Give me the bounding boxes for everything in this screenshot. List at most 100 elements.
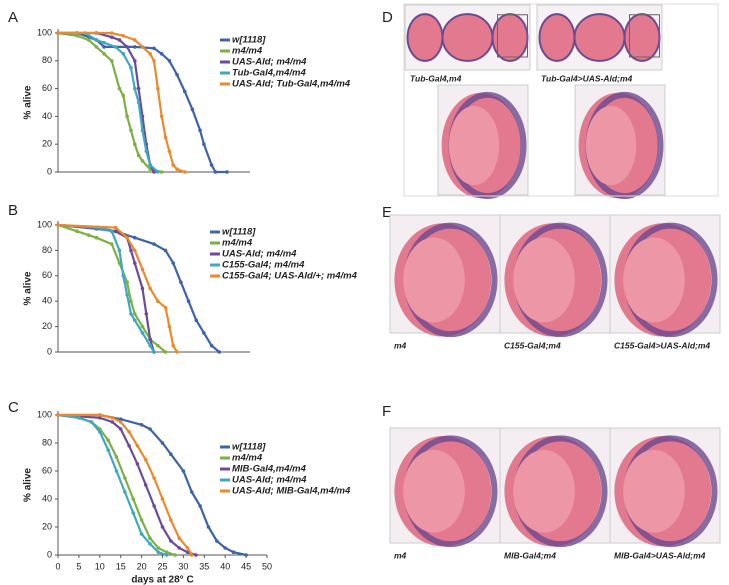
legend-label: C155-Gal4; UAS-Ald/+; m4/m4 bbox=[222, 271, 358, 282]
data-point bbox=[139, 423, 144, 427]
data-point bbox=[159, 114, 164, 119]
data-point bbox=[109, 35, 114, 39]
y-tick-label: 0 bbox=[47, 346, 52, 356]
series-line bbox=[58, 31, 186, 174]
data-point bbox=[148, 337, 152, 342]
data-point bbox=[129, 128, 133, 133]
data-point bbox=[160, 441, 165, 445]
legend-label: UAS-Ald; m4/m4 bbox=[232, 475, 307, 486]
data-point bbox=[140, 324, 145, 329]
data-point bbox=[86, 233, 91, 237]
data-point bbox=[98, 416, 102, 420]
data-point bbox=[136, 100, 141, 105]
data-point bbox=[159, 52, 164, 56]
data-point bbox=[163, 305, 168, 310]
data-point bbox=[75, 229, 79, 234]
legend-label: MIB-Gal4,m4/m4 bbox=[232, 464, 307, 475]
y-tick-label: 20 bbox=[42, 521, 52, 531]
data-point bbox=[215, 539, 219, 543]
data-point bbox=[209, 163, 214, 167]
legend-label: w[1118] bbox=[232, 442, 266, 453]
data-point bbox=[125, 235, 129, 240]
data-point bbox=[113, 45, 118, 49]
data-point bbox=[177, 546, 182, 550]
data-point bbox=[202, 142, 206, 146]
data-point bbox=[109, 31, 114, 35]
legend-label: UAS-Ald; MIB-Gal4,m4/m4 bbox=[232, 486, 351, 497]
panel-label: E bbox=[382, 204, 392, 221]
data-point bbox=[213, 170, 218, 174]
data-point bbox=[56, 31, 60, 35]
y-tick-label: 20 bbox=[42, 321, 52, 331]
data-point bbox=[117, 86, 122, 91]
data-point bbox=[121, 274, 126, 278]
data-point bbox=[140, 128, 145, 133]
data-point bbox=[159, 170, 164, 174]
data-point bbox=[169, 452, 173, 457]
data-point bbox=[135, 444, 140, 448]
data-point bbox=[167, 149, 172, 153]
data-point bbox=[163, 135, 168, 140]
data-point bbox=[140, 267, 145, 272]
data-point bbox=[173, 553, 177, 557]
data-point bbox=[194, 553, 198, 557]
data-point bbox=[186, 299, 191, 304]
data-point bbox=[231, 550, 236, 554]
tissue-inner bbox=[403, 449, 465, 533]
data-point bbox=[169, 518, 173, 522]
data-point bbox=[118, 417, 123, 422]
data-point bbox=[148, 52, 152, 56]
y-tick-label: 60 bbox=[42, 270, 52, 280]
data-point bbox=[156, 299, 160, 304]
data-point bbox=[143, 458, 148, 462]
y-tick-label: 40 bbox=[42, 296, 52, 306]
y-tick-label: 0 bbox=[47, 166, 52, 176]
data-point bbox=[129, 299, 133, 304]
legend-label: m4/m4 bbox=[222, 238, 253, 249]
inset-box bbox=[629, 14, 660, 58]
data-point bbox=[164, 550, 169, 554]
data-point bbox=[171, 261, 175, 265]
data-point bbox=[75, 33, 79, 38]
data-point bbox=[86, 38, 91, 42]
series-line bbox=[57, 223, 220, 353]
data-point bbox=[94, 45, 99, 49]
tissue bbox=[538, 13, 576, 62]
legend-label: UAS-Ald; Tub-Gal4,m4/m4 bbox=[232, 79, 351, 90]
tissue-inner bbox=[513, 449, 575, 533]
tissue-inner bbox=[513, 237, 575, 323]
data-point bbox=[144, 312, 149, 316]
data-point bbox=[129, 65, 133, 70]
data-point bbox=[113, 225, 118, 230]
data-point bbox=[56, 223, 60, 227]
data-point bbox=[164, 553, 169, 557]
data-point bbox=[140, 159, 145, 163]
legend-label: m4/m4 bbox=[232, 453, 263, 464]
data-point bbox=[185, 546, 190, 550]
data-point bbox=[133, 318, 137, 323]
y-tick-label: 80 bbox=[42, 437, 52, 447]
data-point bbox=[136, 153, 141, 158]
tissue-inner bbox=[585, 105, 637, 186]
data-point bbox=[114, 469, 119, 473]
data-point bbox=[127, 444, 131, 448]
data-point bbox=[152, 242, 156, 246]
panel-label: A bbox=[8, 9, 18, 26]
data-point bbox=[135, 462, 140, 466]
panel-label: B bbox=[8, 202, 18, 219]
y-tick-label: 80 bbox=[42, 55, 52, 65]
data-point bbox=[182, 170, 187, 174]
tissue bbox=[441, 13, 494, 62]
data-point bbox=[98, 430, 102, 434]
y-tick-label: 100 bbox=[37, 409, 52, 419]
data-point bbox=[152, 46, 156, 51]
legend-label: m4/m4 bbox=[232, 46, 263, 57]
x-tick-label: 40 bbox=[220, 561, 230, 571]
data-point bbox=[179, 280, 183, 284]
data-point bbox=[140, 45, 145, 49]
data-point bbox=[77, 416, 81, 420]
y-tick-label: 80 bbox=[42, 245, 52, 255]
data-point bbox=[94, 38, 99, 42]
series-line bbox=[58, 413, 247, 557]
data-point bbox=[102, 40, 106, 45]
